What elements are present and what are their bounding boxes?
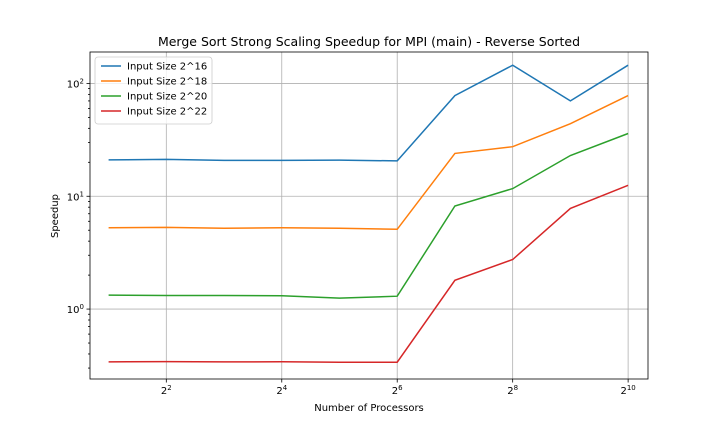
y-axis-label: Speedup bbox=[50, 194, 61, 238]
x-axis-label: Number of Processors bbox=[314, 403, 424, 414]
plot-frame bbox=[89, 51, 649, 380]
y-tick-label: 100 bbox=[67, 303, 84, 316]
series-line bbox=[108, 94, 629, 231]
legend-entry: Input Size 2^18 bbox=[127, 77, 207, 88]
x-tick-label: 210 bbox=[620, 384, 635, 397]
chart-title: Merge Sort Strong Scaling Speedup for MP… bbox=[158, 34, 580, 49]
series-line bbox=[108, 64, 629, 162]
series-line bbox=[108, 132, 629, 299]
x-tick-label: 26 bbox=[392, 384, 403, 397]
x-tick-label: 24 bbox=[276, 384, 287, 397]
y-tick-label: 102 bbox=[67, 77, 84, 90]
legend-entry: Input Size 2^16 bbox=[127, 62, 207, 73]
grid-layer bbox=[90, 52, 648, 379]
y-tick-label: 101 bbox=[67, 190, 84, 203]
legend-entry: Input Size 2^20 bbox=[127, 92, 207, 103]
tick-layer: 22 24 26 28 210 100 101 102 bbox=[67, 77, 636, 397]
x-tick-label: 28 bbox=[507, 384, 518, 397]
series-line bbox=[108, 184, 629, 363]
x-tick-label: 22 bbox=[161, 384, 172, 397]
legend-box bbox=[94, 56, 213, 125]
series-layer bbox=[108, 64, 629, 363]
legend-entry: Input Size 2^22 bbox=[127, 107, 207, 118]
legend: Input Size 2^16 Input Size 2^18 Input Size… bbox=[94, 56, 213, 125]
